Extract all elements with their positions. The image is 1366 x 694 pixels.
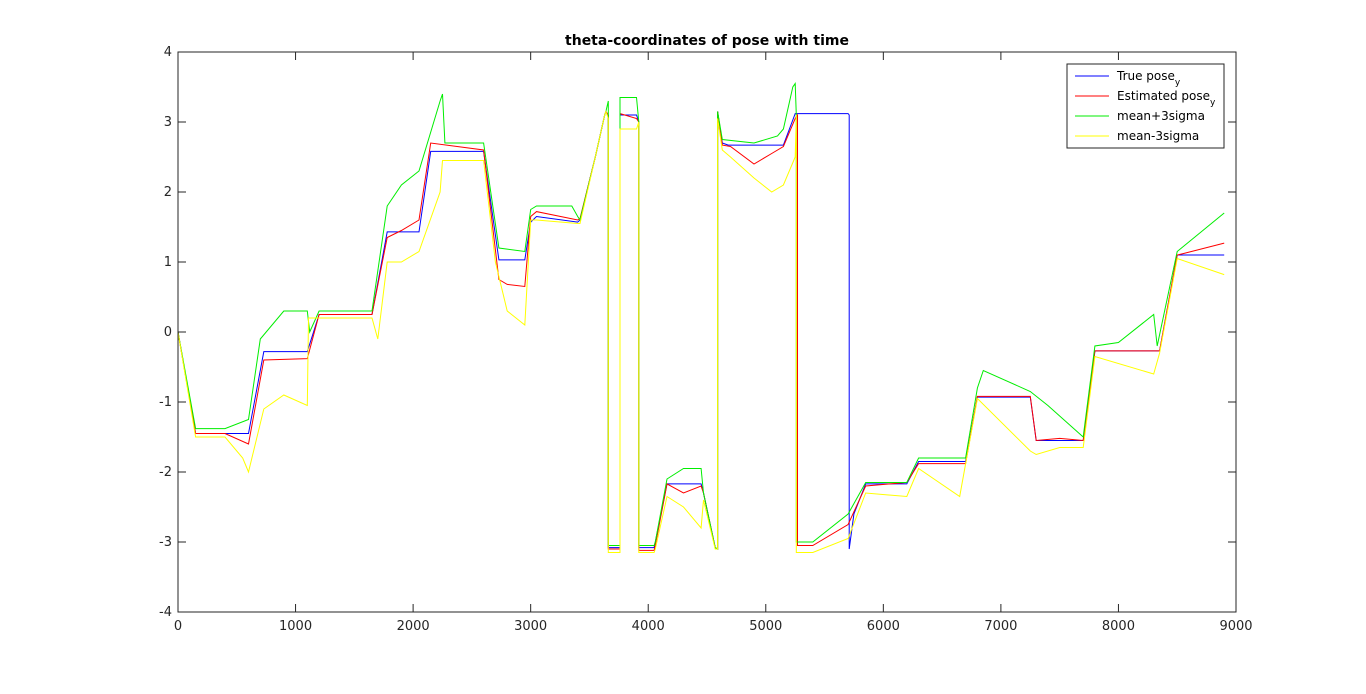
y-tick-label: 4 <box>164 45 172 60</box>
y-axis: -4 -3 -2 -1 0 1 2 3 4 <box>159 45 1236 620</box>
legend-label-subscript: y <box>1175 78 1181 88</box>
y-tick-label: -4 <box>159 605 172 620</box>
series-line-0 <box>177 110 1225 550</box>
x-axis: 0 1000 2000 3000 4000 5000 6000 7000 8000 9000 <box>174 52 1253 634</box>
y-tick-label: -1 <box>159 395 172 410</box>
legend-label: mean-3sigma <box>1117 129 1199 143</box>
x-tick-label: 3000 <box>514 619 547 634</box>
y-tick-label: -3 <box>159 535 172 550</box>
y-tick-label: -2 <box>159 465 172 480</box>
x-tick-label: 2000 <box>397 619 430 634</box>
series-line-3 <box>177 109 1225 553</box>
y-tick-label: 1 <box>164 255 172 270</box>
x-tick-label: 7000 <box>984 619 1017 634</box>
y-tick-label: 3 <box>164 115 172 130</box>
y-tick-label: 2 <box>164 185 172 200</box>
x-tick-label: 8000 <box>1102 619 1135 634</box>
chart-title: theta-coordinates of pose with time <box>565 33 849 49</box>
x-tick-label: 5000 <box>749 619 782 634</box>
x-tick-label: 4000 <box>632 619 665 634</box>
legend-box <box>1066 63 1225 149</box>
legend-label-subscript: y <box>1210 98 1216 108</box>
x-tick-label: 0 <box>174 619 182 634</box>
plot-lines <box>177 81 1225 553</box>
legend-label: mean+3sigma <box>1117 109 1205 123</box>
series-line-2 <box>177 81 1225 550</box>
y-tick-label: 0 <box>164 325 172 340</box>
x-tick-label: 9000 <box>1219 619 1252 634</box>
x-tick-label: 1000 <box>279 619 312 634</box>
x-tick-label: 6000 <box>867 619 900 634</box>
